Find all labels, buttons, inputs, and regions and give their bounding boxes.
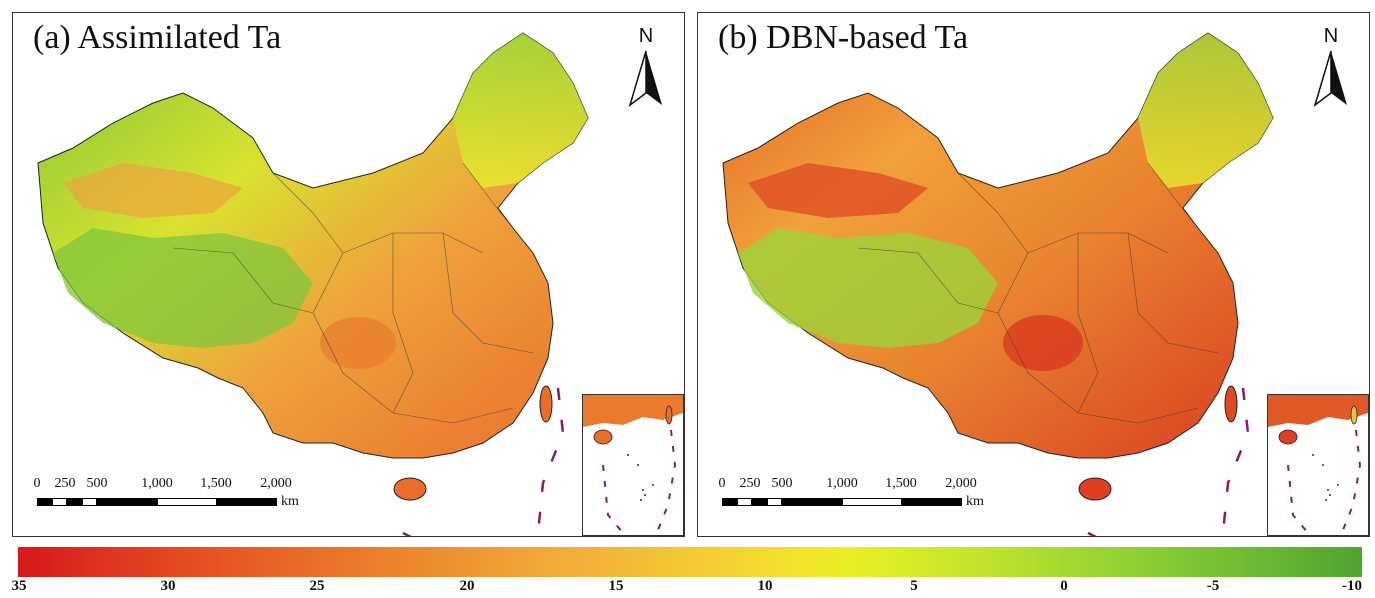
- map-panel-b: (b) DBN-based Ta N 0 250 50: [697, 12, 1370, 537]
- north-arrow: N: [1311, 25, 1351, 107]
- panel-title: (a) Assimilated Ta: [33, 19, 282, 56]
- legend-label: 25: [309, 578, 325, 594]
- legend-label: 20: [459, 578, 475, 594]
- legend-label: 15: [608, 578, 624, 594]
- north-arrow-icon: [628, 50, 662, 107]
- north-label: N: [1323, 25, 1339, 47]
- scale-tick: 0: [33, 476, 41, 491]
- legend-label: -5: [1206, 578, 1220, 594]
- panel-title: (b) DBN-based Ta: [718, 19, 969, 56]
- china-map: [722, 32, 1274, 536]
- north-arrow: N: [626, 25, 666, 107]
- scale-tick: 2,000: [260, 476, 292, 491]
- scale-tick: 1,500: [200, 476, 232, 491]
- scale-tick: 1,500: [885, 476, 917, 491]
- color-legend-bar: [18, 547, 1362, 577]
- scale-unit: km: [281, 494, 299, 509]
- legend-label: 10: [757, 578, 773, 594]
- scale-tick: 250: [54, 476, 76, 491]
- south-china-sea-inset: [1267, 394, 1369, 536]
- legend-label: 0: [1060, 578, 1068, 594]
- north-arrow-icon: [1313, 50, 1347, 107]
- south-china-sea-inset: [582, 394, 684, 536]
- scale-tick: 0: [718, 476, 726, 491]
- scale-tick: 500: [86, 476, 108, 491]
- scale-bar: 0 250 500 1,000 1,500 2,000 km: [33, 476, 315, 516]
- scale-tick: 1,000: [141, 476, 173, 491]
- scale-tick: 250: [739, 476, 761, 491]
- scale-unit: km: [966, 494, 984, 509]
- legend-label: -10: [1342, 578, 1362, 594]
- scale-tick: 500: [771, 476, 793, 491]
- legend-label: 5: [910, 578, 918, 594]
- china-map: [37, 32, 589, 536]
- scale-bar: 0 250 500 1,000 1,500 2,000 km: [718, 476, 1000, 516]
- scale-tick: 1,000: [826, 476, 858, 491]
- map-panel-a: (a) Assimilated Ta N: [12, 12, 685, 537]
- scale-tick: 2,000: [945, 476, 977, 491]
- legend-label: 30: [160, 578, 176, 594]
- legend-label: 35: [11, 578, 27, 594]
- north-label: N: [638, 25, 654, 47]
